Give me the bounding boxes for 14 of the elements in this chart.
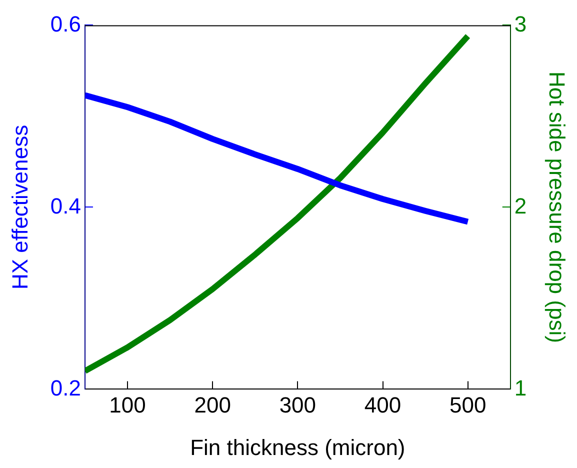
y-tick-label: 0.4 — [50, 193, 81, 218]
x-tick-label: 500 — [449, 392, 486, 418]
y-tick-label: 0.6 — [50, 11, 81, 36]
x-tick-label: 100 — [109, 392, 146, 418]
x-tick-label: 400 — [364, 392, 402, 418]
y2-tick-label: 1 — [514, 375, 527, 400]
y2-tick-label: 2 — [514, 193, 527, 218]
x-axis-title: Fin thickness (micron) — [190, 434, 406, 460]
y-axis-title: HX effectiveness — [7, 124, 32, 290]
y2-tick-label: 3 — [514, 11, 527, 36]
y-tick-label: 0.2 — [50, 375, 81, 400]
x-tick-label: 200 — [194, 392, 231, 418]
y2-axis-title: Hot side pressure drop (psi) — [544, 71, 570, 343]
x-tick-label: 300 — [279, 392, 316, 418]
